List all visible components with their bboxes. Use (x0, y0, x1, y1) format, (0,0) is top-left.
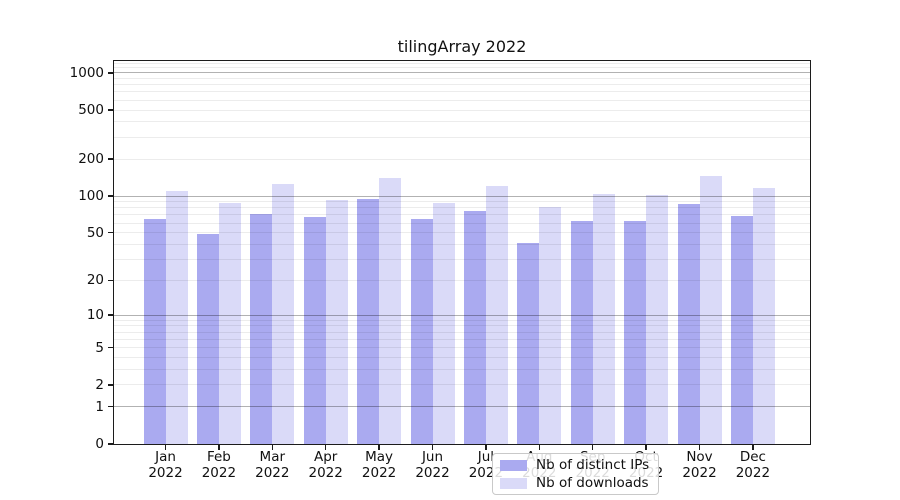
x-tick-nov (698, 445, 701, 450)
bar-downloads-jun (432, 202, 455, 444)
legend-swatch-distinct-ips (500, 459, 527, 471)
legend: Nb of distinct IPs Nb of downloads (492, 453, 659, 495)
y-tick-20 (108, 279, 113, 282)
y-tick-label-500: 500 (78, 102, 104, 119)
y-tick-200 (108, 158, 113, 160)
bar-downloads-nov (699, 176, 722, 444)
x-tick-may (378, 445, 380, 450)
x-tick-sep (592, 445, 594, 450)
y-tick-label-1: 1 (95, 398, 104, 415)
y-tick-label-1000: 1000 (69, 64, 104, 81)
x-tick-dec (752, 445, 754, 450)
bar-downloads-feb (218, 203, 241, 444)
bar-downloads-apr (325, 200, 348, 444)
x-tick-month: Mar (259, 449, 286, 465)
x-tick-mar (271, 445, 273, 450)
x-tick-year: 2022 (735, 465, 771, 481)
x-tick-aug (538, 445, 540, 450)
y-tick-100 (108, 195, 113, 197)
x-tick-month: May (365, 449, 394, 465)
y-tick-2 (108, 384, 113, 386)
bar-distinct-ips-oct (624, 221, 647, 444)
x-tick-year: 2022 (148, 465, 183, 481)
y-tick-0 (108, 443, 113, 445)
x-tick-month: Nov (686, 449, 713, 465)
x-tick-year: 2022 (415, 465, 450, 481)
x-tick-jan (164, 445, 167, 450)
x-tick-year: 2022 (255, 465, 290, 481)
x-tick-label-may: May 2022 (349, 449, 409, 481)
x-tick-jun (431, 445, 434, 450)
legend-item-distinct-ips: Nb of distinct IPs (493, 457, 658, 473)
y-tick-label-5: 5 (95, 339, 104, 356)
x-tick-month: Feb (206, 449, 231, 465)
y-tick-label-100: 100 (78, 188, 104, 205)
y-tick-label-0: 0 (95, 436, 104, 452)
bar-downloads-may (379, 178, 402, 444)
x-tick-year: 2022 (682, 465, 717, 481)
y-tick-1 (108, 406, 113, 408)
bar-downloads-dec (752, 187, 775, 444)
bar-downloads-mar (272, 183, 295, 444)
bar-distinct-ips-mar (250, 213, 273, 444)
bar-downloads-sep (592, 193, 615, 444)
bar-downloads-aug (539, 206, 562, 444)
bar-distinct-ips-jul (463, 210, 486, 444)
plot-area: Nb of distinct IPs Nb of downloads (114, 61, 810, 495)
legend-label-downloads: Nb of downloads (536, 475, 649, 491)
x-tick-jul (485, 445, 487, 450)
legend-item-downloads: Nb of downloads (493, 475, 658, 491)
x-tick-label-mar: Mar 2022 (242, 449, 302, 481)
legend-label-distinct-ips: Nb of distinct IPs (536, 457, 650, 473)
x-tick-label-feb: Feb 2022 (189, 449, 249, 481)
bar-downloads-oct (646, 195, 669, 444)
y-tick-50 (108, 232, 113, 234)
bar-downloads-jan (165, 190, 188, 444)
bar-distinct-ips-aug (517, 243, 540, 444)
x-tick-month: Apr (314, 449, 338, 465)
x-tick-label-jan: Jan 2022 (136, 449, 196, 481)
x-tick-year: 2022 (361, 465, 397, 481)
chart-title: tilingArray 2022 (397, 37, 527, 56)
x-tick-label-nov: Nov 2022 (670, 449, 730, 481)
y-tick-label-50: 50 (86, 224, 104, 241)
bar-distinct-ips-nov (677, 204, 700, 444)
y-tick-500 (108, 109, 113, 111)
x-tick-oct (645, 445, 647, 450)
y-tick-label-20: 20 (86, 272, 104, 289)
y-tick-label-10: 10 (86, 307, 104, 324)
x-tick-label-apr: Apr 2022 (296, 449, 356, 481)
x-tick-year: 2022 (308, 465, 343, 481)
bar-distinct-ips-may (357, 199, 380, 444)
bar-distinct-ips-jun (410, 218, 433, 444)
x-tick-month: Jun (421, 449, 444, 465)
y-tick-label-200: 200 (78, 151, 104, 168)
x-tick-feb (218, 445, 220, 450)
y-tick-5 (108, 347, 113, 349)
y-tick-10 (108, 314, 113, 316)
bar-distinct-ips-apr (303, 216, 326, 444)
y-tick-label-2: 2 (95, 376, 104, 393)
bar-downloads-jul (485, 186, 508, 444)
x-tick-apr (325, 445, 327, 450)
x-tick-month: Jan (155, 449, 176, 465)
bar-distinct-ips-feb (196, 233, 219, 444)
x-tick-label-jun: Jun 2022 (403, 449, 463, 481)
x-tick-year: 2022 (201, 465, 237, 481)
legend-swatch-downloads (500, 477, 527, 489)
bar-distinct-ips-dec (730, 215, 753, 444)
x-tick-label-dec: Dec 2022 (723, 449, 783, 481)
y-tick-1000 (108, 72, 113, 74)
x-tick-month: Jul (477, 449, 495, 465)
bar-distinct-ips-sep (570, 221, 593, 444)
x-tick-month: Dec (739, 449, 766, 465)
bar-distinct-ips-jan (143, 218, 166, 444)
bars-layer (114, 61, 810, 444)
